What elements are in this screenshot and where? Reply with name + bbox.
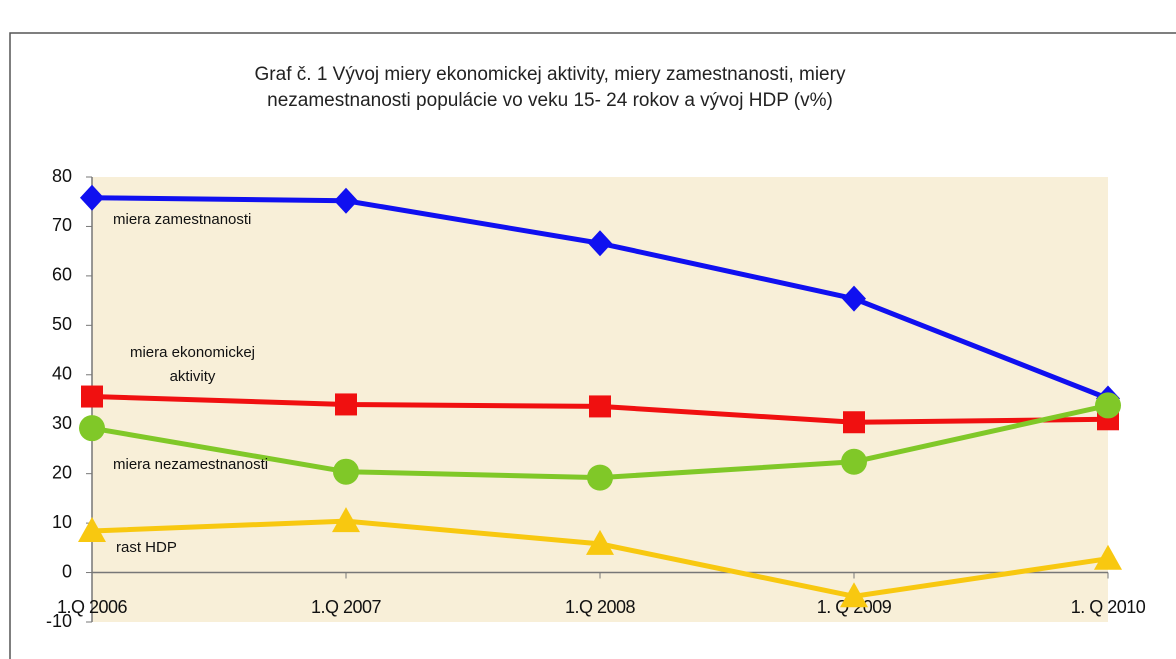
y-tick-label: 50 bbox=[52, 314, 72, 334]
y-tick-label: 30 bbox=[52, 413, 72, 433]
marker bbox=[842, 285, 866, 312]
marker bbox=[78, 517, 106, 543]
marker bbox=[841, 448, 867, 475]
marker bbox=[1094, 544, 1122, 570]
marker bbox=[840, 582, 868, 608]
series-label: miera nezamestnanosti bbox=[113, 456, 269, 473]
marker bbox=[586, 529, 614, 555]
marker bbox=[1095, 392, 1121, 419]
marker bbox=[334, 187, 358, 214]
y-tick-label: 20 bbox=[52, 462, 72, 482]
x-tick-label: 1. Q 2010 bbox=[1071, 597, 1146, 617]
marker bbox=[589, 395, 611, 418]
marker bbox=[79, 415, 105, 442]
x-tick-label: 1.Q 2006 bbox=[57, 597, 128, 617]
y-tick-label: 60 bbox=[52, 265, 72, 285]
frame bbox=[9, 32, 1176, 659]
marker bbox=[843, 411, 865, 434]
y-tick-label: 70 bbox=[52, 215, 72, 235]
x-tick-label: 1.Q 2007 bbox=[311, 597, 382, 617]
marker bbox=[333, 458, 359, 485]
x-tick-label: 1.Q 2008 bbox=[565, 597, 636, 617]
y-tick-label: -10 bbox=[46, 611, 72, 631]
marker bbox=[588, 230, 612, 257]
y-tick-label: 80 bbox=[52, 166, 72, 186]
marker bbox=[335, 393, 357, 416]
marker bbox=[587, 464, 613, 491]
marker bbox=[332, 507, 360, 533]
chart-title: nezamestnanosti populácie vo veku 15- 24… bbox=[267, 90, 833, 111]
series-label: miera ekonomickej aktivity bbox=[129, 344, 256, 385]
y-tick-label: 40 bbox=[52, 364, 72, 384]
marker bbox=[80, 184, 104, 211]
y-tick-label: 10 bbox=[52, 512, 72, 532]
chart-title: Graf č. 1 Vývoj miery ekonomickej aktivi… bbox=[254, 64, 846, 85]
marker bbox=[81, 385, 103, 408]
y-tick-label: 0 bbox=[62, 561, 72, 581]
series-label: miera zamestnanosti bbox=[113, 211, 252, 228]
series-label: rast HDP bbox=[116, 539, 177, 556]
